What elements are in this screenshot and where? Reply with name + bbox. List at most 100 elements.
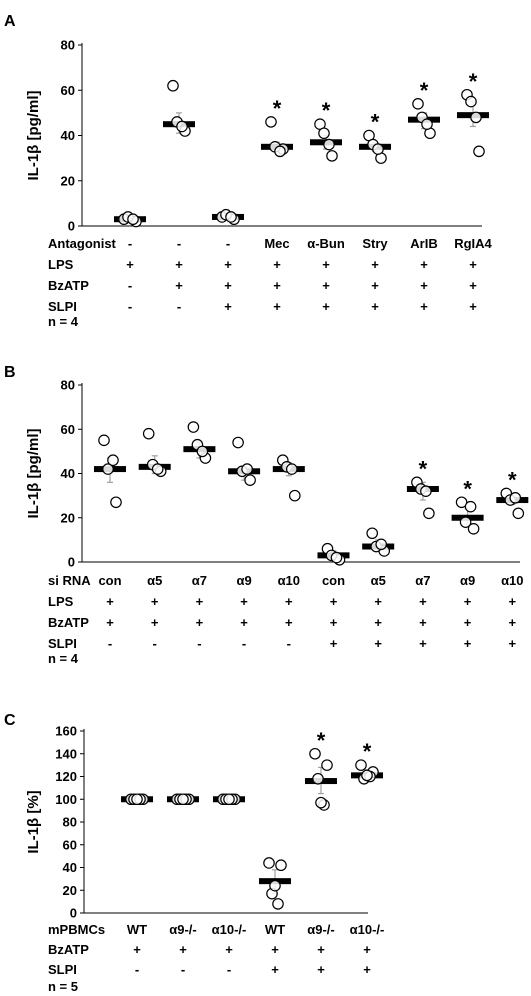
condition-value: + [371, 257, 379, 272]
data-point [420, 485, 432, 497]
condition-value: - [197, 636, 201, 651]
data-point [223, 793, 235, 806]
condition-value: + [363, 962, 371, 977]
y-tick-label: 20 [61, 173, 75, 188]
condition-value: - [287, 636, 291, 651]
condition-value: Stry [362, 236, 388, 251]
condition-value: + [419, 594, 427, 609]
condition-label: mPBMCs [48, 922, 105, 937]
condition-value: + [273, 278, 281, 293]
condition-value: + [371, 299, 379, 314]
data-point [98, 434, 110, 447]
data-point [272, 898, 284, 910]
data-point [323, 138, 335, 151]
condition-value: + [151, 594, 159, 609]
condition-value: + [419, 636, 427, 651]
condition-value: + [363, 942, 371, 957]
condition-value: + [175, 257, 183, 272]
data-point [470, 111, 482, 124]
condition-value: + [285, 615, 293, 630]
significance-star: * [420, 78, 429, 103]
data-point [464, 500, 477, 513]
data-point [421, 118, 433, 130]
condition-value: α7 [415, 573, 430, 588]
condition-value: α5 [147, 573, 162, 588]
condition-value: + [273, 299, 281, 314]
condition-value: - [128, 236, 132, 251]
condition-value: + [133, 942, 141, 957]
y-axis-label: IL-1β [pg/ml] [25, 91, 42, 181]
data-point [375, 538, 387, 551]
condition-value: ArIB [410, 236, 437, 251]
condition-value: + [322, 278, 330, 293]
data-point [244, 474, 256, 486]
data-point [241, 463, 253, 475]
condition-label: LPS [48, 257, 74, 272]
data-point [473, 145, 485, 158]
condition-value: + [374, 615, 382, 630]
condition-value: + [240, 594, 248, 609]
condition-value: + [179, 942, 187, 957]
condition-value: - [128, 278, 132, 293]
panel-b: B 0 20 40 60 80 IL-1β [pg/ml] * * * si RNA con α5 α7 α… [4, 364, 529, 666]
condition-value: - [227, 962, 231, 977]
significance-star: * [469, 69, 478, 94]
condition-value: + [509, 594, 517, 609]
y-axis-label: IL-1β [pg/ml] [25, 429, 42, 519]
condition-value: + [371, 278, 379, 293]
condition-value: + [322, 257, 330, 272]
data-point [355, 759, 367, 771]
condition-value: WT [127, 922, 147, 937]
condition-value: + [224, 257, 232, 272]
condition-value: - [108, 636, 112, 651]
condition-value: α-Bun [307, 236, 345, 251]
y-tick-label: 120 [55, 769, 77, 784]
condition-value: + [330, 636, 338, 651]
condition-value: + [106, 615, 114, 630]
significance-star: * [363, 739, 372, 764]
condition-value: α9-/- [169, 922, 197, 937]
condition-value: WT [265, 922, 285, 937]
data-point [366, 527, 378, 540]
condition-value: + [469, 278, 477, 293]
data-point [455, 496, 468, 509]
condition-value: - [177, 236, 181, 251]
data-point [361, 769, 373, 782]
n-label: n = 4 [48, 314, 79, 329]
condition-value: α10 [501, 573, 523, 588]
condition-value: α10 [278, 573, 300, 588]
y-tick-label: 20 [63, 883, 77, 898]
data-point [225, 211, 237, 223]
significance-star: * [508, 467, 517, 492]
condition-value: α10-/- [350, 922, 385, 937]
condition-value: - [226, 236, 230, 251]
data-point [177, 793, 189, 806]
data-point [315, 796, 327, 809]
data-point [142, 427, 155, 440]
data-point [509, 492, 522, 504]
data-point [196, 445, 209, 458]
condition-value: + [151, 615, 159, 630]
condition-value: + [126, 257, 134, 272]
condition-value: + [322, 299, 330, 314]
y-tick-label: 80 [61, 378, 75, 393]
condition-value: + [464, 594, 472, 609]
condition-value: + [464, 615, 472, 630]
data-point [110, 496, 122, 509]
data-point [285, 463, 298, 475]
data-point [309, 747, 321, 760]
panel-c: C 0 20 40 60 80 100 120 140 160 IL-1β [%] * * mPBMCs W… [4, 712, 384, 994]
data-point [167, 79, 179, 92]
data-point [512, 507, 525, 520]
condition-value: + [240, 615, 248, 630]
data-point [318, 127, 330, 140]
data-point [465, 95, 477, 108]
condition-value: + [419, 615, 427, 630]
data-point [265, 116, 277, 128]
data-point [312, 772, 324, 785]
data-point [423, 507, 435, 520]
condition-label: BzATP [48, 615, 89, 630]
data-point [275, 859, 287, 872]
y-axis-label: IL-1β [%] [25, 790, 42, 853]
condition-value: + [330, 615, 338, 630]
